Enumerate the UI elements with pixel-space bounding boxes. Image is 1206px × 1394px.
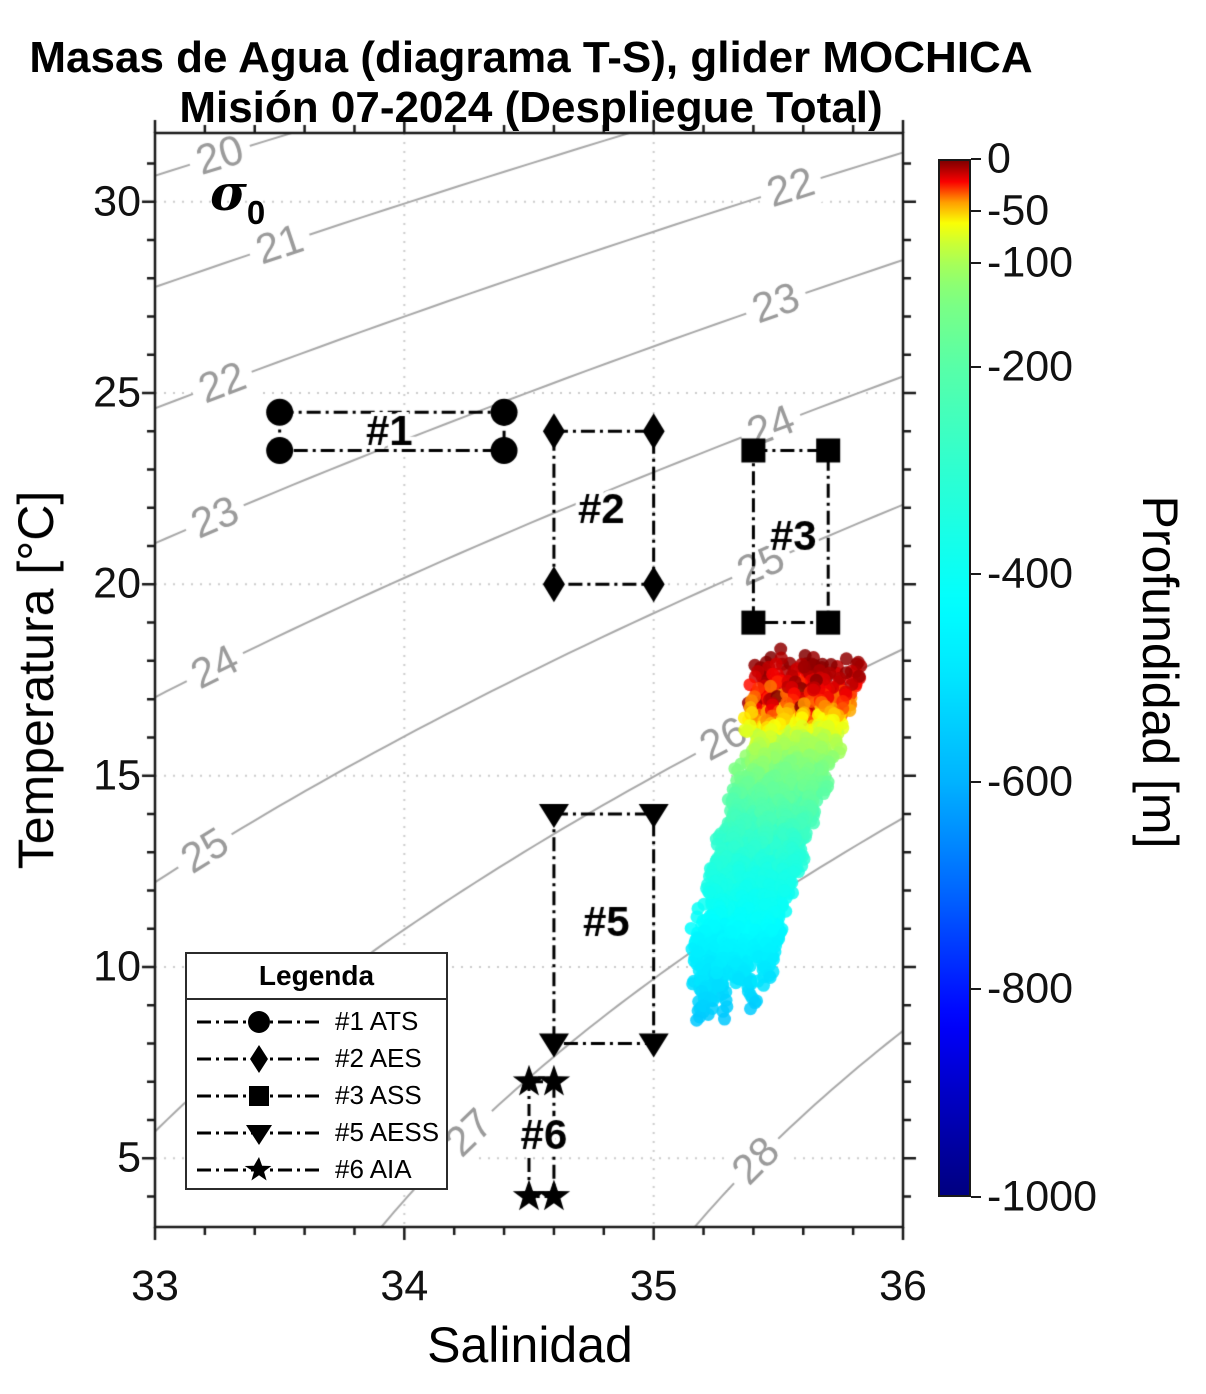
colorbar-tick <box>971 365 981 368</box>
colorbar-tick-label: -1000 <box>987 1172 1097 1221</box>
colorbar-tick-label: -50 <box>987 186 1050 235</box>
legend-item-label: #6 AIA <box>335 1154 412 1184</box>
colorbar-tick-label: -600 <box>987 757 1074 806</box>
sigma-symbol: σ <box>210 163 247 222</box>
colorbar-tick <box>971 780 981 783</box>
legend-item-1-ats: #1 ATS <box>187 1003 446 1040</box>
legend-title: Legenda <box>187 954 446 1000</box>
colorbar-tick-label: -400 <box>987 549 1074 598</box>
legend-item-label: #5 AESS <box>335 1117 440 1147</box>
sigma0-annotation: σ0 <box>210 168 266 231</box>
y-tick-label: 25 <box>93 368 141 417</box>
colorbar-tick-label: -100 <box>987 238 1074 287</box>
colorbar-tick-label: -800 <box>987 964 1074 1013</box>
triangle-down-marker-icon <box>197 1124 322 1145</box>
colorbar-label: Profundidad [m] <box>1132 495 1188 849</box>
y-tick-label: 5 <box>117 1133 141 1182</box>
x-tick-label: 34 <box>380 1262 429 1310</box>
colorbar-tick <box>971 209 981 212</box>
legend-item-label: #1 ATS <box>335 1006 419 1036</box>
legend: Legenda #1 ATS #2 AES <box>185 952 448 1190</box>
colorbar-tick-label: 0 <box>987 134 1011 183</box>
colorbar-tick <box>971 573 981 576</box>
chart-title-line1: Masas de Agua (diagrama T-S), glider MOC… <box>29 33 1033 82</box>
y-tick-label: 20 <box>93 559 141 608</box>
legend-item-6-aia: #6 AIA <box>187 1151 446 1188</box>
colorbar-tick <box>971 158 981 160</box>
x-axis-label: Salinidad <box>427 1317 633 1373</box>
depth-colorbar <box>938 159 971 1197</box>
x-tick-label: 33 <box>131 1262 179 1310</box>
colorbar-tick-label: -200 <box>987 342 1074 391</box>
circle-marker-icon <box>197 1010 322 1033</box>
sigma-subscript: 0 <box>246 194 266 231</box>
legend-body: #1 ATS #2 AES #3 ASS <box>187 1000 446 1188</box>
x-tick-label: 35 <box>629 1262 678 1310</box>
square-marker-icon <box>197 1085 322 1106</box>
legend-item-3-ass: #3 ASS <box>187 1077 446 1114</box>
legend-item-label: #3 ASS <box>335 1080 422 1110</box>
colorbar-tick <box>971 988 981 991</box>
y-axis-label: Temperatura [°C] <box>8 490 64 870</box>
diamond-marker-icon <box>197 1044 322 1073</box>
star-marker-icon <box>197 1156 322 1180</box>
legend-item-2-aes: #2 AES <box>187 1040 446 1077</box>
y-tick-label: 30 <box>93 177 141 226</box>
legend-item-label: #2 AES <box>335 1043 422 1073</box>
chart-title-line2: Misión 07-2024 (Despliegue Total) <box>179 83 883 132</box>
colorbar-tick <box>971 261 981 264</box>
colorbar-tick <box>971 1196 981 1198</box>
y-tick-label: 10 <box>93 942 141 991</box>
legend-item-5-aess: #5 AESS <box>187 1114 446 1151</box>
y-tick-label: 15 <box>93 751 141 800</box>
x-tick-label: 36 <box>879 1262 927 1310</box>
